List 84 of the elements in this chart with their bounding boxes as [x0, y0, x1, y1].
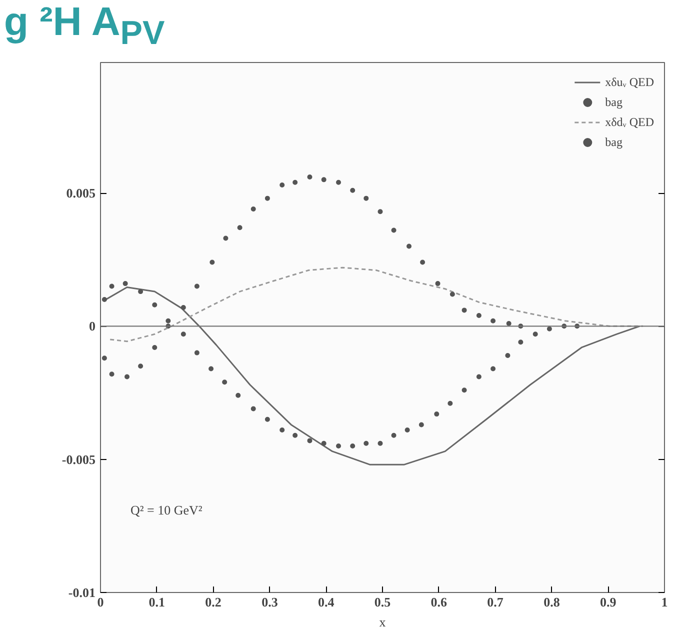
point: [237, 225, 242, 230]
point: [210, 260, 215, 265]
point: [448, 400, 453, 406]
point: [194, 350, 200, 356]
point: [435, 281, 440, 286]
point: [434, 412, 440, 417]
y-tick-label: -0.01: [68, 585, 96, 600]
x-tick-label: 0.1: [148, 594, 166, 610]
point: [180, 332, 186, 337]
point: [546, 326, 552, 332]
point: [250, 406, 256, 412]
chart-title: g ²H A$_{PV}$: [4, 0, 165, 52]
x-tick-label: 0.5: [374, 594, 392, 610]
point: [350, 444, 356, 449]
point: [292, 432, 298, 438]
point: [364, 440, 369, 446]
annotation: Q² = 10 GeV²: [130, 502, 202, 518]
point: [391, 432, 396, 438]
point: [406, 244, 412, 249]
x-tick-label: 0.8: [544, 594, 560, 610]
point: [505, 352, 510, 358]
point: [336, 180, 342, 185]
x-tick-label: 0.6: [430, 594, 448, 610]
point: [364, 196, 369, 201]
x-tick-label: 0.7: [487, 594, 504, 610]
point: [180, 305, 186, 310]
legend-label: bag: [605, 94, 624, 110]
point: [292, 180, 298, 185]
point: [152, 344, 158, 350]
point: [336, 444, 342, 449]
point: [194, 284, 200, 289]
point: [321, 440, 326, 446]
point: [102, 297, 107, 302]
legend-label: xδuᵥ QED: [605, 74, 654, 90]
point: [506, 321, 512, 326]
point: [307, 438, 312, 444]
point: [450, 292, 455, 297]
point: [280, 428, 285, 433]
point: [122, 281, 128, 286]
point: [378, 440, 383, 446]
point: [250, 206, 256, 212]
point: [518, 340, 524, 345]
y-tick-label: 0: [89, 318, 96, 334]
point: [264, 416, 270, 422]
point: [138, 364, 144, 369]
point: [490, 318, 496, 324]
x-tick-label: 0.2: [205, 594, 222, 610]
point: [490, 366, 496, 372]
legend-label: bag: [605, 134, 624, 150]
legend-label: xδdᵥ QED: [605, 114, 654, 130]
point: [350, 188, 356, 193]
point: [321, 177, 326, 182]
point: [222, 380, 228, 385]
point: [264, 196, 270, 201]
y-tick-label: 0.005: [66, 186, 96, 201]
point: [307, 174, 312, 180]
point: [109, 372, 114, 377]
point: [152, 302, 158, 308]
point: [462, 388, 467, 393]
point: [462, 308, 467, 313]
point: [404, 428, 410, 433]
point: [532, 332, 538, 337]
point: [420, 260, 426, 265]
point: [236, 392, 241, 398]
point: [138, 289, 144, 294]
point: [124, 374, 130, 380]
point: [378, 209, 383, 214]
line-series: [104, 286, 640, 466]
point: [476, 374, 482, 380]
x-tick-label: 0.4: [318, 594, 335, 610]
point: [418, 422, 424, 428]
x-axis-title: x: [379, 614, 386, 630]
point: [280, 182, 285, 188]
point: [208, 366, 214, 372]
x-tick-label: 0.3: [262, 594, 278, 610]
y-tick-label: -0.005: [62, 452, 96, 467]
point: [109, 284, 114, 289]
point: [166, 318, 171, 324]
point: [223, 236, 228, 241]
point: [102, 356, 107, 361]
x-tick-label: 1: [661, 594, 668, 610]
x-tick-label: 0.9: [600, 594, 617, 610]
point: [391, 228, 396, 233]
point: [476, 313, 482, 318]
